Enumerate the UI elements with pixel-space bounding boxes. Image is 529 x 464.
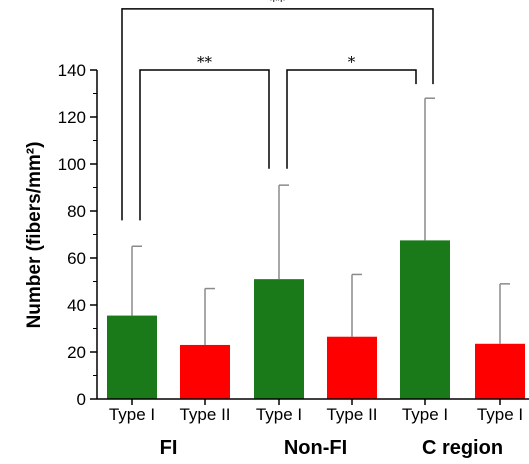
error-bars: [131, 97, 510, 345]
bar: [475, 343, 525, 399]
bar: [107, 315, 157, 399]
y-tick-label: 40: [67, 296, 86, 315]
significance-brackets: ** ***: [121, 0, 434, 221]
x-category-label: Type II: [179, 405, 230, 424]
y-ticks: 0 20 40 60 80 100 120 140: [58, 61, 97, 409]
y-axis-title: Number (fibers/mm²): [24, 142, 45, 329]
significance-bracket: [139, 69, 270, 221]
significance-bracket: [286, 69, 417, 169]
y-tick-label: 80: [67, 202, 86, 221]
x-category-label: Type I: [477, 405, 523, 424]
bar: [327, 336, 377, 399]
significance-label: **: [270, 0, 286, 10]
x-category-label: Type I: [109, 405, 155, 424]
x-category-label: Type II: [326, 405, 377, 424]
y-tick-label: 60: [67, 249, 86, 268]
x-labels: Type I Type II Type I Type II Type I Type I: [109, 399, 523, 424]
group-labels: FI Non-FI C region: [160, 437, 503, 459]
y-tick-label: 0: [77, 390, 86, 409]
group-label: C region: [422, 437, 503, 459]
y-tick-label: 140: [58, 61, 86, 80]
bars: [107, 240, 525, 399]
bar: [254, 279, 304, 399]
bar: [400, 240, 450, 399]
bar: [180, 344, 230, 399]
significance-bracket: [121, 8, 434, 221]
x-category-label: Type I: [256, 405, 302, 424]
group-label: FI: [160, 437, 178, 459]
group-label: Non-FI: [284, 437, 347, 459]
y-tick-label: 100: [58, 155, 86, 174]
significance-label: **: [197, 53, 213, 71]
y-tick-label: 20: [67, 343, 86, 362]
y-tick-label: 120: [58, 108, 86, 127]
x-category-label: Type I: [402, 405, 448, 424]
significance-label: *: [348, 53, 356, 71]
